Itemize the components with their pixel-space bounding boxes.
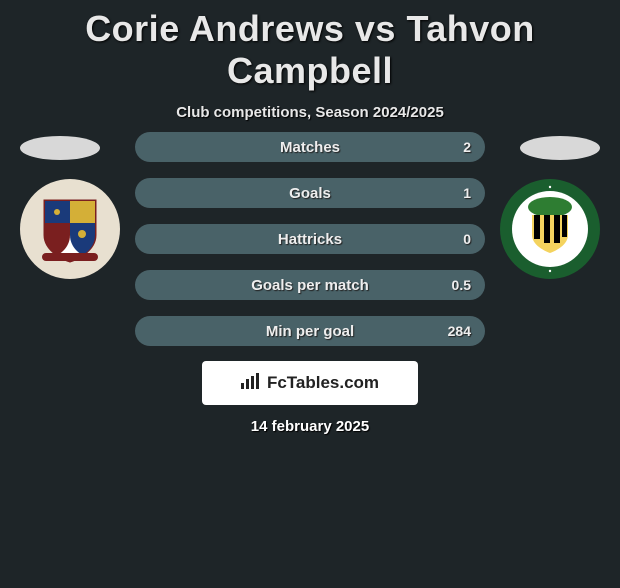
stat-label: Goals	[135, 185, 485, 202]
player-right-ellipse	[520, 136, 600, 160]
club-crest-left	[20, 179, 120, 279]
stat-label: Matches	[135, 139, 485, 156]
club-crest-right	[500, 179, 600, 279]
player-left-ellipse	[20, 136, 100, 160]
stat-right-value: 284	[448, 323, 471, 339]
stats-panel: Matches 2 Goals 1 Hattricks 0 Goals per …	[135, 132, 485, 362]
stat-label: Hattricks	[135, 231, 485, 248]
stat-right-value: 0	[451, 231, 471, 247]
brand-badge: FcTables.com	[202, 361, 418, 405]
stat-row: Goals per match 0.5	[135, 270, 485, 300]
stat-label: Goals per match	[135, 277, 485, 294]
page-title: Corie Andrews vs Tahvon Campbell	[0, 8, 620, 92]
stat-row: Hattricks 0	[135, 224, 485, 254]
stat-row: Matches 2	[135, 132, 485, 162]
bar-chart-icon	[241, 373, 261, 394]
stat-right-value: 2	[451, 139, 471, 155]
stat-right-value: 1	[451, 185, 471, 201]
stat-row: Goals 1	[135, 178, 485, 208]
stat-row: Min per goal 284	[135, 316, 485, 346]
subtitle: Club competitions, Season 2024/2025	[0, 104, 620, 121]
stat-right-value: 0.5	[451, 277, 471, 293]
stat-label: Min per goal	[135, 323, 485, 340]
brand-text: FcTables.com	[267, 373, 379, 393]
date-text: 14 february 2025	[0, 418, 620, 435]
